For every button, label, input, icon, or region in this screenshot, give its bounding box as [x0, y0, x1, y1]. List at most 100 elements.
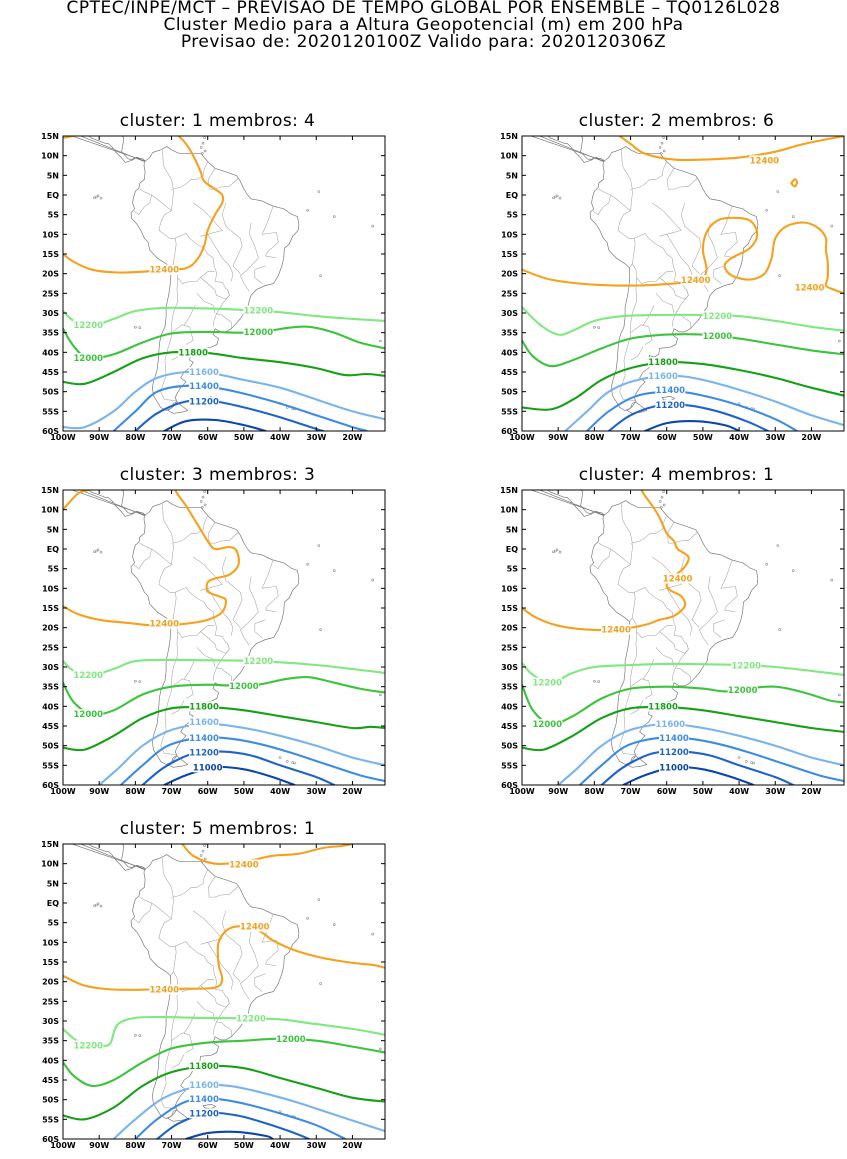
country-border — [208, 522, 239, 544]
island — [201, 505, 204, 509]
lat-tick-label: 5N — [506, 171, 518, 180]
country-border — [673, 281, 689, 296]
country-border — [160, 631, 178, 755]
lat-tick-label: 15N — [41, 840, 59, 849]
lon-tick-label: 40W — [729, 787, 749, 796]
country-border — [213, 313, 217, 327]
lat-tick-label: EQ — [506, 545, 518, 554]
contour-label: 12200 — [533, 679, 563, 689]
country-border — [243, 637, 250, 646]
lon-tick-label: 50W — [693, 787, 713, 796]
country-border — [216, 295, 230, 314]
contour-label-bg — [189, 396, 220, 407]
lon-tick-label: 100W — [509, 787, 535, 796]
country-border — [673, 635, 689, 650]
contour-label: 12400 — [750, 156, 780, 166]
contour-label-bg — [192, 762, 223, 773]
lat-tick-label: 5N — [506, 525, 518, 534]
island — [202, 133, 204, 135]
contour-label-bg — [189, 1080, 220, 1091]
country-border — [213, 1021, 217, 1035]
lon-tick-label: 20W — [342, 787, 362, 796]
contour-label: 12400 — [150, 620, 180, 630]
country-border — [214, 281, 230, 296]
lat-tick-label: 55S — [42, 407, 59, 416]
contour-label-bg — [236, 1013, 267, 1024]
lat-tick-label: 35S — [42, 329, 59, 338]
contours-layer — [63, 490, 385, 785]
contour-label-bg — [702, 330, 733, 341]
contour-label-bg — [189, 701, 220, 712]
island — [558, 550, 562, 554]
island — [552, 196, 555, 200]
country-border — [261, 914, 279, 967]
lat-tick-label: 50S — [42, 742, 59, 751]
country-border — [214, 635, 230, 650]
island — [134, 679, 137, 683]
panel-title: cluster: 4 membros: 1 — [578, 465, 775, 485]
lon-tick-label: 100W — [50, 433, 76, 442]
island — [201, 495, 205, 499]
country-border — [630, 678, 653, 699]
lon-tick-label: 50W — [234, 1141, 254, 1150]
contours-layer — [63, 136, 385, 431]
lat-tick-label: 20S — [501, 624, 518, 633]
island — [134, 325, 137, 329]
lat-tick-label: EQ — [47, 899, 59, 908]
country-border — [139, 542, 172, 565]
island — [371, 932, 375, 936]
lon-tick-label: 60W — [657, 787, 677, 796]
lat-tick-label: 40S — [42, 702, 59, 711]
lon-tick-label: 100W — [50, 787, 76, 796]
lon-tick-label: 70W — [162, 1141, 182, 1150]
lat-tick-label: 10N — [41, 152, 59, 161]
island — [93, 550, 96, 554]
country-border — [208, 876, 239, 898]
island — [837, 339, 841, 343]
header-dates: Previsao de: 2020120100Z Valido para: 20… — [180, 32, 667, 52]
contour-label-bg — [749, 155, 780, 166]
island — [317, 544, 321, 547]
contour-12400 — [522, 490, 690, 632]
country-border — [162, 857, 208, 898]
contour-label-bg — [601, 624, 632, 635]
island — [201, 849, 205, 853]
country-border — [171, 700, 185, 715]
lon-tick-label: 50W — [693, 433, 713, 442]
map-layer — [66, 133, 382, 414]
contour-label-bg — [189, 1093, 220, 1104]
country-border — [133, 194, 152, 216]
island — [199, 500, 203, 503]
country-border — [158, 210, 177, 268]
island — [138, 326, 141, 329]
contour-12000 — [63, 325, 385, 360]
lat-tick-label: 20S — [42, 624, 59, 633]
contour-11200 — [134, 399, 325, 431]
contour-label: 11600 — [656, 720, 686, 730]
country-border — [720, 206, 738, 259]
lon-tick-label: 100W — [509, 433, 535, 442]
lat-tick-label: 15S — [42, 604, 59, 613]
island — [203, 490, 206, 493]
contour-label: 11800 — [178, 348, 208, 358]
lat-tick-label: 5S — [507, 565, 519, 574]
contour-11600 — [564, 374, 844, 431]
lat-tick-label: 55S — [501, 407, 518, 416]
contour-label: 12000 — [74, 710, 104, 720]
island — [593, 325, 596, 329]
contour-label: 11600 — [189, 1081, 219, 1091]
country-border — [171, 1054, 185, 1069]
island — [317, 898, 321, 901]
island — [837, 693, 841, 697]
country-border — [621, 149, 667, 190]
contour-label-bg — [73, 709, 104, 720]
header-subtitle: Cluster Medio para a Altura Geopotencial… — [163, 15, 684, 35]
cluster-3-map: 12400 12200 12200 12000 12000 11800 11600 11400… — [41, 486, 386, 796]
lat-tick-label: 25S — [42, 997, 59, 1006]
contour-label: 11400 — [189, 734, 219, 744]
contour-11600 — [112, 1083, 385, 1139]
lon-tick-label: 20W — [342, 433, 362, 442]
contour-11400 — [119, 736, 385, 785]
island — [134, 1033, 137, 1037]
contour-label: 11200 — [659, 748, 689, 758]
